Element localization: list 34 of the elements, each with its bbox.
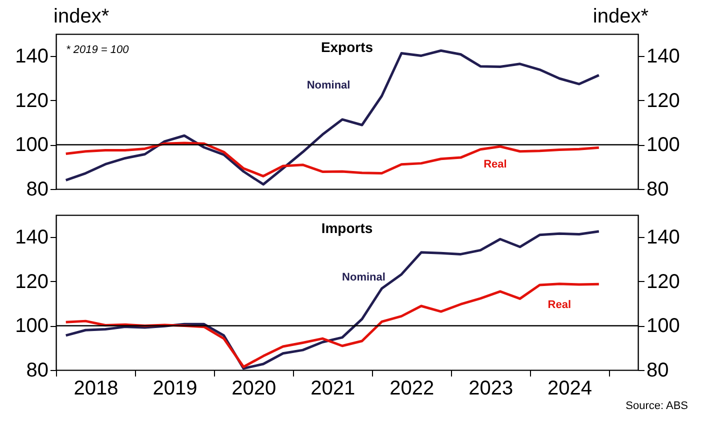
y-tick-label: 80 — [26, 360, 48, 382]
x-tick-label: 2023 — [468, 378, 514, 400]
y-axis-title: index* — [54, 6, 110, 28]
x-tick-label: 2024 — [548, 378, 592, 400]
series-label: Real — [548, 298, 572, 311]
y2-tick-label: 80 — [646, 360, 669, 382]
chart-title: Imports — [321, 220, 373, 236]
x-tick-label: 2021 — [310, 378, 356, 400]
y2-tick-label: 100 — [646, 134, 680, 156]
y-tick-label: 120 — [15, 270, 48, 293]
y2-axis-title: index* — [592, 6, 649, 28]
x-tick-label: 2020 — [232, 378, 276, 400]
y2-tick-label: 120 — [646, 90, 680, 112]
source-note: Source: ABS — [626, 400, 688, 412]
y-tick-label: 80 — [26, 178, 48, 200]
line-series — [64, 142, 600, 178]
annotation: * 2019 = 100 — [66, 44, 130, 56]
y-tick-label: 100 — [15, 315, 48, 338]
x-tick-label: 2018 — [74, 378, 118, 400]
x-tick-label: 2022 — [390, 378, 434, 400]
y-tick-label: 140 — [15, 226, 48, 249]
text: Nominal — [306, 80, 350, 92]
series-label: Real — [484, 158, 507, 170]
y-tick-label: 140 — [15, 46, 48, 68]
chart-title: Exports — [320, 39, 374, 55]
y2-tick-label: 80 — [646, 178, 669, 200]
series-label: Nominal — [342, 272, 386, 284]
x-tick-label: 2019 — [152, 378, 198, 400]
y-tick-label: 100 — [15, 134, 48, 156]
y2-tick-label: 120 — [646, 270, 680, 293]
y2-tick-label: 140 — [646, 46, 680, 68]
y2-tick-label: 100 — [646, 315, 680, 338]
y2-tick-label: 140 — [646, 226, 680, 249]
y-tick-label: 120 — [15, 90, 48, 112]
